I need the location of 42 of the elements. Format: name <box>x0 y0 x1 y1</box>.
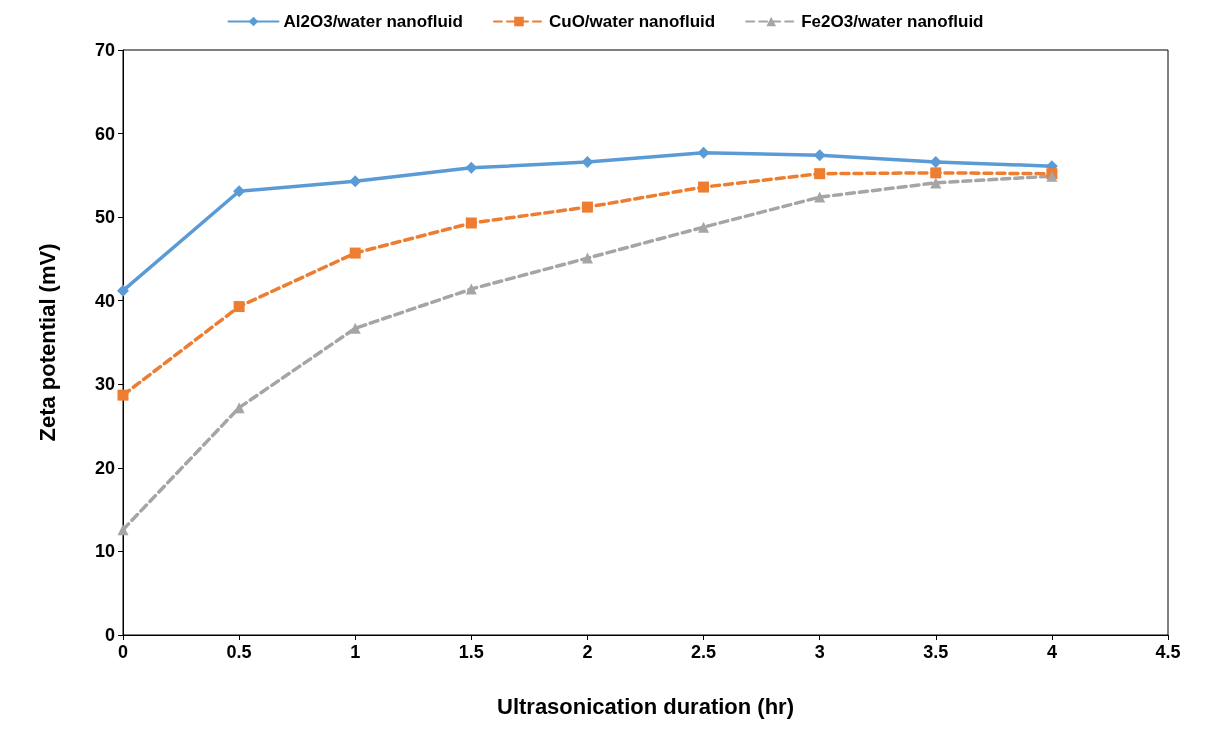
x-tick-label: 0.5 <box>226 642 252 662</box>
point <box>930 177 942 189</box>
x-tick-label: 4.5 <box>1155 642 1181 662</box>
x-tick-label: 2.5 <box>691 642 717 662</box>
x-axis-title: Ultrasonication duration (hr) <box>497 693 794 719</box>
x-tick-label: 1.5 <box>458 642 484 662</box>
point <box>814 168 826 180</box>
y-tick-label: 40 <box>94 290 115 311</box>
point <box>581 252 593 264</box>
legend-label: CuO/water nanofluid <box>548 12 716 31</box>
point <box>233 301 245 313</box>
point <box>117 389 129 401</box>
x-tick-label: 3 <box>814 642 825 662</box>
point <box>349 175 362 188</box>
x-tick-label: 1 <box>350 642 361 662</box>
y-tick-label: 60 <box>94 123 115 144</box>
y-tick-label: 0 <box>104 625 115 645</box>
point <box>117 524 129 536</box>
point <box>233 185 246 198</box>
x-tick-label: 0 <box>117 642 129 662</box>
point <box>581 155 594 168</box>
y-tick-label: 20 <box>94 457 115 478</box>
legend-label: Fe2O3/water nanofluid <box>801 12 984 31</box>
point <box>698 181 710 193</box>
y-tick-label: 70 <box>94 40 115 60</box>
point <box>349 247 361 259</box>
x-tick-label: 3.5 <box>923 642 949 662</box>
point <box>930 167 942 179</box>
y-tick-label: 10 <box>94 541 115 562</box>
legend-label: Al2O3/water nanofluid <box>283 12 463 31</box>
point <box>465 283 477 295</box>
x-tick-label: 2 <box>582 642 593 662</box>
point <box>814 191 826 203</box>
point <box>117 284 129 297</box>
x-tick-label: 4 <box>1046 642 1057 662</box>
point <box>465 217 477 229</box>
point <box>349 322 361 334</box>
y-axis-title: Zeta potential (mV) <box>34 243 60 442</box>
point <box>698 221 710 233</box>
y-tick-label: 30 <box>94 374 115 395</box>
y-tick-label: 50 <box>94 207 115 228</box>
point <box>581 201 593 213</box>
